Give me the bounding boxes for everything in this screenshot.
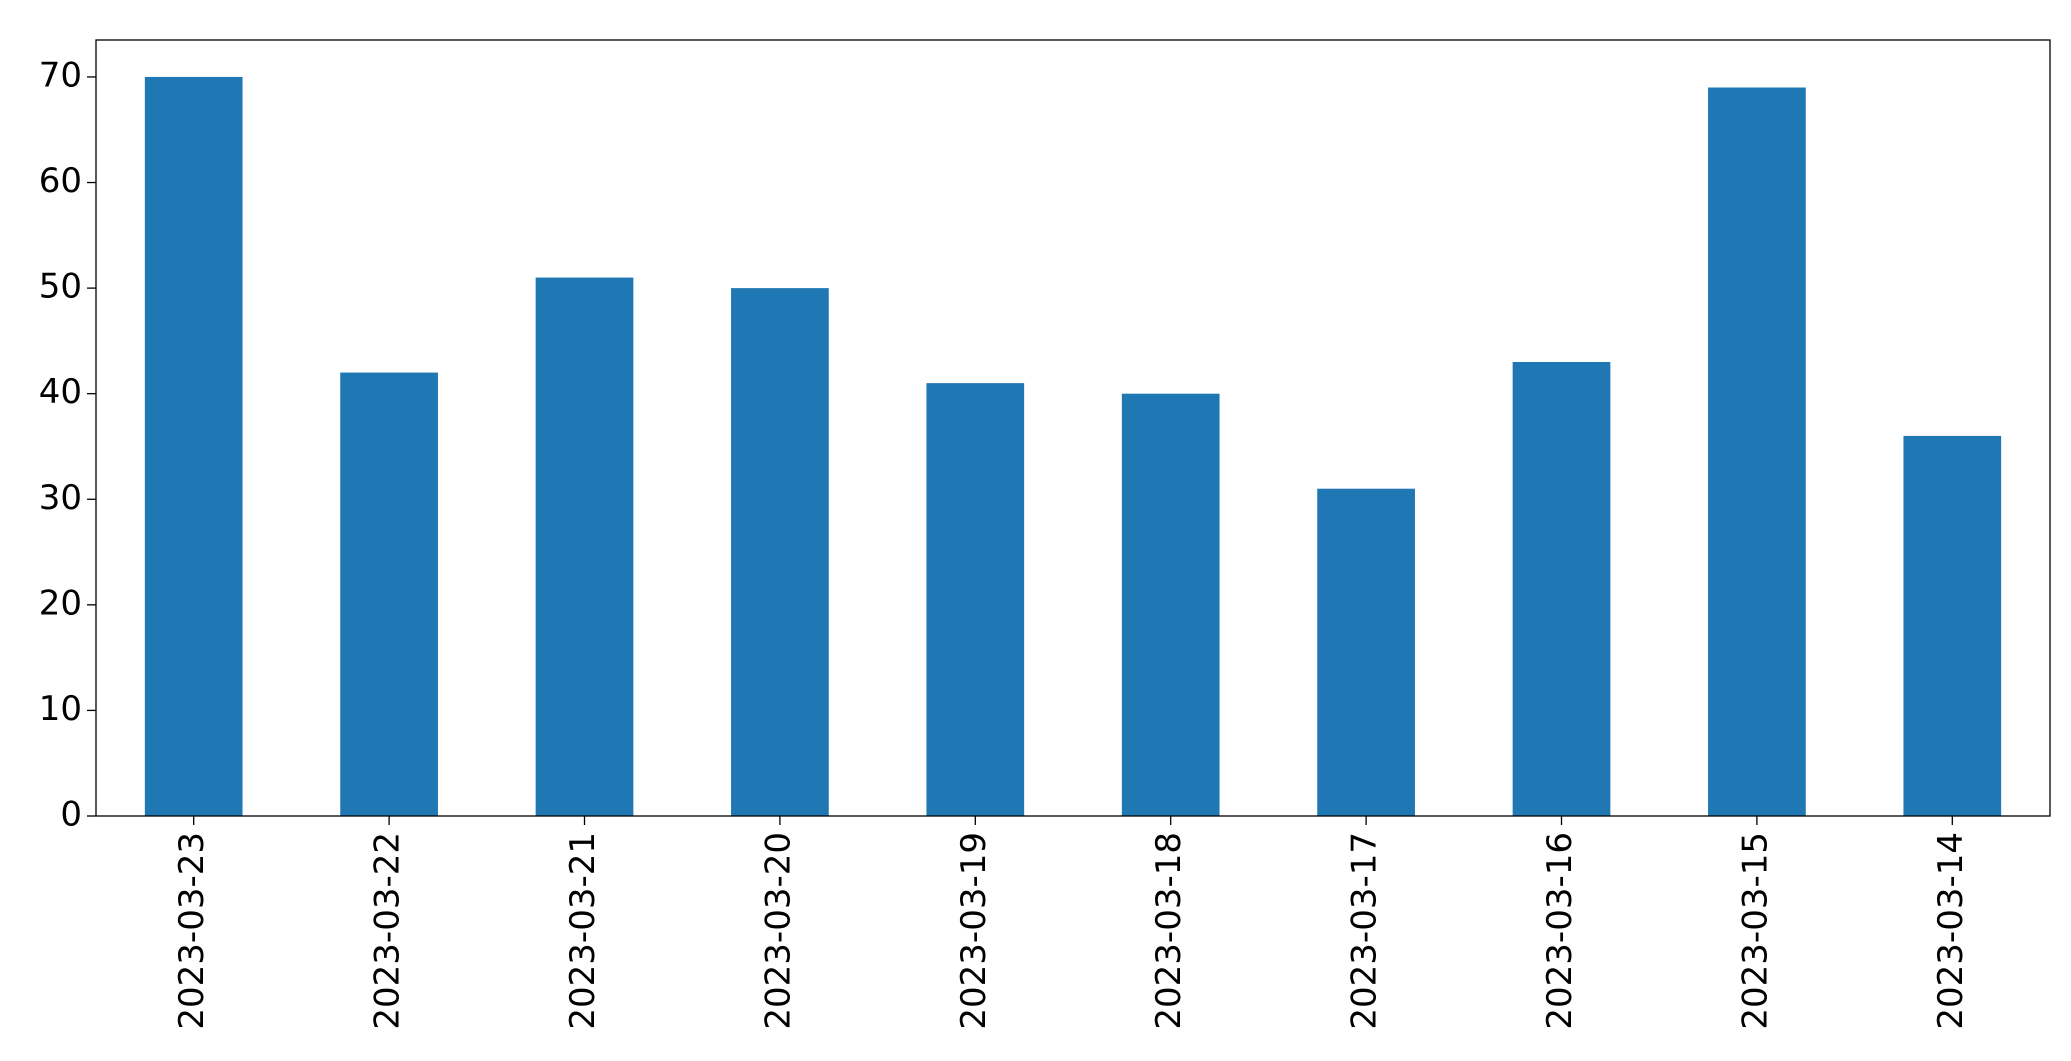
y-tick-label: 0 (60, 795, 82, 835)
y-tick-label: 60 (39, 161, 82, 201)
y-tick-label: 20 (39, 583, 82, 623)
bar (1512, 362, 1611, 816)
bar (535, 277, 634, 816)
bar (731, 288, 829, 816)
bar (1708, 87, 1806, 817)
bar (144, 76, 243, 816)
y-tick-label: 40 (39, 372, 82, 412)
y-tick-label: 10 (39, 689, 82, 729)
x-tick-label: 2023-03-18 (1149, 832, 1189, 1030)
y-tick-label: 50 (39, 267, 82, 307)
plot-frame (95, 39, 2051, 817)
x-tick-label: 2023-03-15 (1735, 832, 1775, 1030)
x-tick-label: 2023-03-19 (954, 832, 994, 1030)
bar (926, 383, 1025, 816)
x-tick-label: 2023-03-22 (368, 832, 408, 1030)
y-tick-label: 70 (39, 55, 82, 95)
x-tick-label: 2023-03-23 (172, 832, 212, 1030)
x-tick-label: 2023-03-16 (1540, 832, 1580, 1030)
bar (1121, 393, 1220, 816)
bar (1317, 488, 1415, 816)
bar (1903, 435, 2002, 816)
bar (340, 372, 438, 816)
x-tick-label: 2023-03-20 (758, 832, 798, 1030)
x-tick-label: 2023-03-21 (563, 832, 603, 1030)
x-tick-label: 2023-03-14 (1931, 832, 1971, 1030)
y-tick-label: 30 (39, 478, 82, 518)
x-tick-label: 2023-03-17 (1345, 832, 1385, 1030)
